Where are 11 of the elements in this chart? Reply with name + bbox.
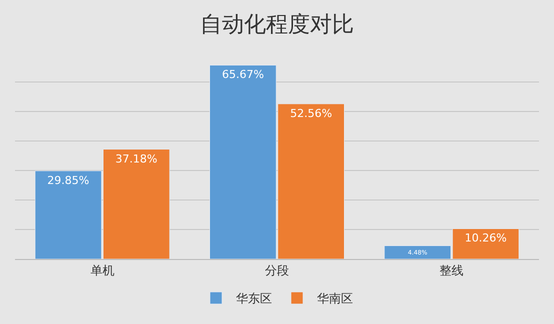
x-tick-label: 单机 bbox=[90, 263, 114, 278]
legend-label: 华东区 bbox=[236, 292, 272, 306]
data-label: 10.26% bbox=[464, 232, 507, 245]
data-label: 52.56% bbox=[290, 106, 332, 120]
x-tick-label: 分段 bbox=[265, 263, 289, 278]
data-label: 65.67% bbox=[222, 68, 264, 82]
data-label: 37.18% bbox=[115, 152, 158, 166]
legend-label: 华南区 bbox=[317, 292, 353, 306]
chart-title: 自动化程度对比 bbox=[200, 12, 354, 38]
data-label: 29.85% bbox=[47, 174, 90, 187]
x-tick-label: 整线 bbox=[440, 263, 464, 278]
